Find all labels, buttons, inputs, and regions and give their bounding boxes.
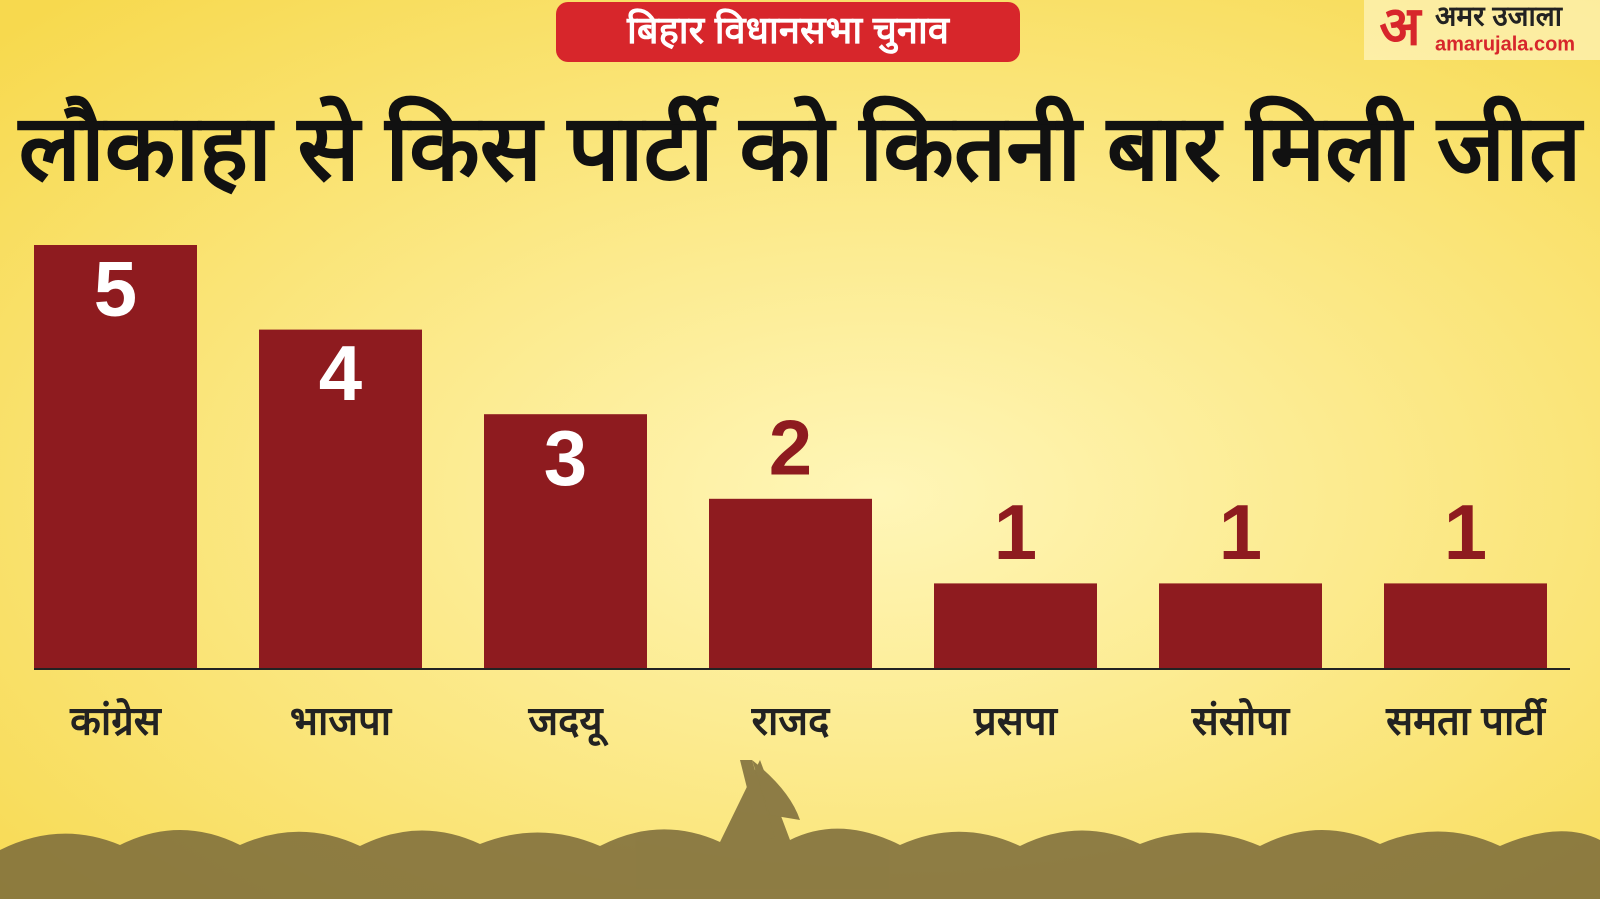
logo-site: amarujala.com	[1435, 33, 1575, 55]
x-tick-label: प्रसपा	[973, 700, 1059, 744]
kicker-badge	[556, 2, 1020, 62]
data-label: 5	[94, 245, 137, 333]
data-label: 1	[1444, 488, 1487, 576]
bar	[1159, 583, 1322, 668]
kicker: बिहार विधानसभा चुनाव	[626, 8, 951, 54]
x-tick-label: जदयू	[527, 700, 609, 747]
bar	[34, 245, 197, 668]
data-label: 4	[319, 329, 362, 417]
crowd-silhouette	[0, 760, 1600, 899]
logo-mark: अ	[1379, 0, 1422, 56]
data-label: 3	[544, 414, 587, 502]
x-tick-label: कांग्रेस	[69, 698, 163, 744]
data-label: 2	[769, 403, 812, 491]
data-label: 1	[1219, 488, 1262, 576]
logo-box	[1364, 0, 1600, 60]
x-tick-label: भाजपा	[290, 700, 393, 744]
bar	[934, 583, 1097, 668]
bar	[484, 414, 647, 668]
bar	[1384, 583, 1547, 668]
bar	[259, 329, 422, 668]
x-tick-label: समता पार्टी	[1385, 698, 1547, 744]
data-label: 1	[994, 488, 1037, 576]
chart-title: लौकाहा से किस पार्टी को कितनी बार मिली ज…	[17, 95, 1585, 199]
x-tick-label: संसोपा	[1191, 698, 1291, 744]
bar	[709, 498, 872, 668]
logo-name: अमर उजाला	[1435, 0, 1564, 31]
x-tick-label: राजद	[751, 700, 831, 744]
